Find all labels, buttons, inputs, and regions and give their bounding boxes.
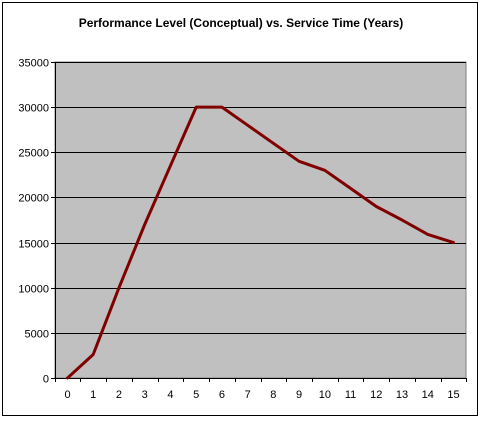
x-tick-labels: 0 1 2 3 4 5 6 7 8 9 10 11 12 13 14 15 bbox=[64, 389, 459, 401]
x-tick-label-3: 3 bbox=[142, 389, 148, 401]
series-group bbox=[66, 105, 455, 380]
plot-area bbox=[54, 61, 467, 379]
chart-title: Performance Level (Conceptual) vs. Servi… bbox=[79, 16, 404, 30]
x-tick-label-13: 13 bbox=[396, 389, 408, 401]
y-tick-label-5: 25000 bbox=[18, 148, 49, 160]
x-tick-label-7: 7 bbox=[245, 389, 251, 401]
x-tick-label-9: 9 bbox=[296, 389, 302, 401]
y-tick-label-1: 5000 bbox=[25, 329, 49, 341]
x-tick-label-1: 1 bbox=[90, 389, 96, 401]
x-tick-label-5: 5 bbox=[193, 389, 199, 401]
y-tick-label-2: 10000 bbox=[18, 284, 49, 296]
series-line-0 bbox=[66, 105, 455, 380]
y-tick-label-3: 15000 bbox=[18, 239, 49, 251]
y-tick-label-0: 0 bbox=[43, 374, 49, 386]
x-tick-label-2: 2 bbox=[116, 389, 122, 401]
x-tick-label-0: 0 bbox=[64, 389, 70, 401]
y-tick-label-6: 30000 bbox=[18, 103, 49, 115]
x-tick-label-10: 10 bbox=[319, 389, 331, 401]
gridlines bbox=[55, 62, 466, 334]
y-tick-labels: 0 5000 10000 15000 20000 25000 30000 35000 bbox=[18, 58, 49, 386]
x-tick-label-6: 6 bbox=[219, 389, 225, 401]
x-tick-label-14: 14 bbox=[422, 389, 434, 401]
x-tick-label-8: 8 bbox=[270, 389, 276, 401]
x-tick-label-11: 11 bbox=[345, 389, 356, 401]
axes bbox=[51, 62, 467, 382]
y-tick-label-7: 35000 bbox=[18, 58, 49, 70]
x-tick-label-15: 15 bbox=[447, 389, 459, 401]
y-tick-label-4: 20000 bbox=[18, 193, 49, 205]
x-tick-label-12: 12 bbox=[370, 389, 382, 401]
x-tick-label-4: 4 bbox=[167, 389, 173, 401]
